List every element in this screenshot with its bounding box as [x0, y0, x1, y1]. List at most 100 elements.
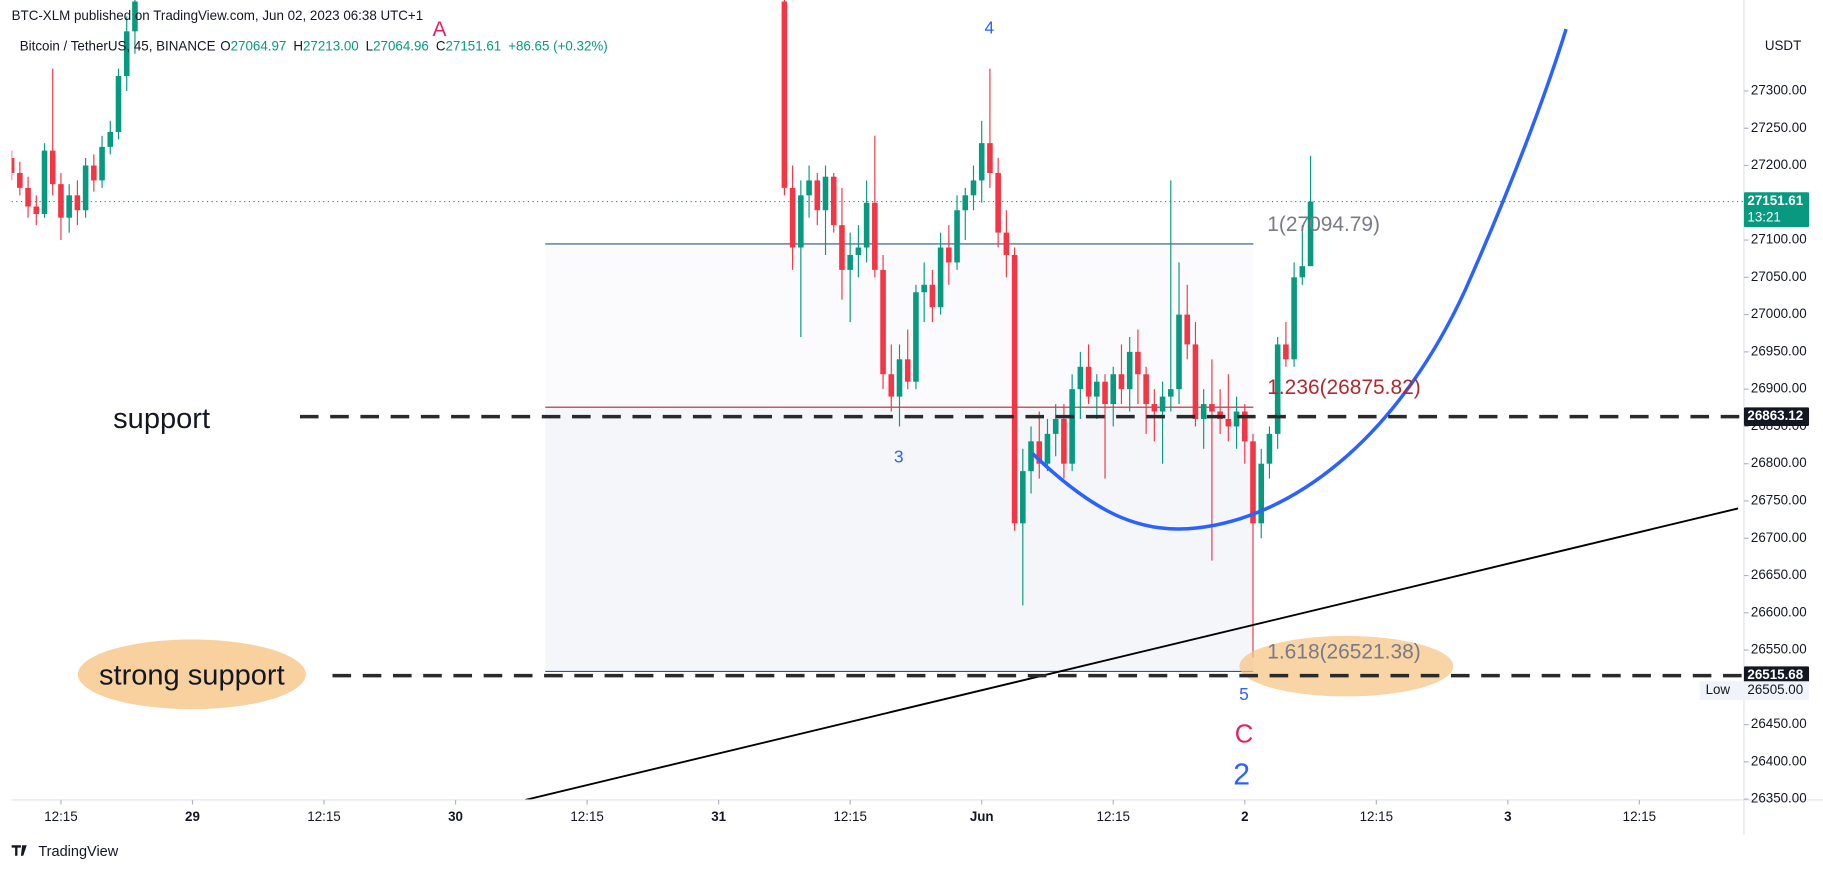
candle-body [1011, 254, 1018, 524]
x-tick-label: 12:15 [1097, 809, 1130, 824]
price-badge-label: 27151.61 [1747, 193, 1803, 208]
candle-body [1020, 471, 1026, 524]
candle-body [1135, 351, 1141, 375]
ohlc-value: 27213.00 [303, 38, 359, 53]
candle-body [1126, 351, 1133, 390]
candle-body [978, 143, 985, 181]
candle-body [896, 359, 903, 397]
candle-body [1110, 374, 1117, 405]
y-tick-label: 26900.00 [1751, 381, 1807, 396]
candle-body [822, 176, 829, 211]
price-badge-label: 26515.68 [1747, 667, 1803, 682]
ohlc-value: 27151.61 [445, 38, 501, 53]
logo [11, 845, 27, 856]
fib-label: 1(27094.79) [1267, 213, 1380, 236]
price-badge-label: 26863.12 [1747, 408, 1803, 423]
candle-body [789, 187, 796, 248]
candle-body [1241, 411, 1248, 442]
currency: USDT [1765, 38, 1801, 53]
x-tick-label: 12:15 [44, 809, 77, 824]
candle-body [49, 150, 56, 185]
candle-body [1200, 404, 1207, 419]
published-line: BTC-XLM published on TradingView.com, Ju… [12, 8, 424, 23]
highlight [77, 639, 306, 710]
support-label: strong support [99, 659, 285, 691]
candle-body [123, 31, 130, 77]
candle-body [995, 172, 1001, 233]
support-label: support [113, 403, 210, 435]
y-tick-label: 27250.00 [1751, 120, 1807, 135]
candle-body [66, 195, 72, 218]
highlight [1239, 635, 1454, 697]
candle-body [1061, 418, 1067, 464]
candle-body [107, 131, 114, 147]
y-tick-label: 26400.00 [1751, 753, 1807, 768]
x-tick-label: 12:15 [307, 809, 340, 824]
y-tick-label: 26450.00 [1751, 716, 1807, 731]
candle-body [1283, 344, 1289, 360]
fib-label: 1.618(26521.38) [1267, 640, 1420, 663]
countdown: 13:21 [1747, 209, 1780, 224]
candle-body [1102, 381, 1108, 405]
candle-body [25, 187, 31, 207]
candle-body [863, 202, 870, 248]
candle-body [115, 76, 122, 132]
symbol: Bitcoin / TetherUS, 45, BINANCE [20, 38, 216, 53]
candle-body [82, 165, 89, 211]
candle-body [1233, 411, 1240, 427]
y-tick-label: 27300.00 [1751, 82, 1807, 97]
candle-body [41, 150, 48, 214]
x-tick-label: 12:15 [1360, 809, 1393, 824]
y-tick-label: 27200.00 [1751, 157, 1807, 172]
candle-body [946, 247, 952, 263]
candle-body [880, 269, 886, 375]
y-tick-label: 26600.00 [1751, 604, 1807, 619]
candle-body [91, 165, 97, 181]
y-tick-label: 27000.00 [1751, 306, 1807, 321]
x-tick-label: 2 [1241, 809, 1248, 824]
candle-body [1307, 201, 1314, 267]
candle-body [1274, 344, 1281, 434]
candle-body [1003, 232, 1010, 255]
x-tick-label: 3 [1504, 809, 1511, 824]
candle-body [847, 254, 853, 270]
candle-body [1069, 389, 1075, 464]
ohlc-key: O [220, 38, 230, 53]
candle-body [1077, 366, 1084, 390]
candle-body [33, 206, 40, 214]
footer-brand: TradingView [38, 844, 118, 860]
wave-label: C [1235, 721, 1253, 749]
candle-body [99, 146, 105, 181]
candle-body [1044, 433, 1051, 464]
candle-body [798, 195, 804, 248]
candle-body [58, 184, 64, 218]
candle-body [17, 172, 23, 188]
low-badge-label: 26505.00 [1747, 682, 1803, 697]
y-tick-label: 26950.00 [1751, 343, 1807, 358]
candle-body [1291, 277, 1297, 360]
x-tick-label: 12:15 [833, 809, 866, 824]
candle-body [132, 1, 138, 32]
ohlc-key: H [293, 38, 303, 53]
x-tick-label: 12:15 [1623, 809, 1656, 824]
candle-body [904, 359, 911, 382]
candle-body [987, 143, 993, 173]
ohlc-key: L [366, 38, 373, 53]
y-tick-label: 26800.00 [1751, 455, 1807, 470]
y-tick-label: 26550.00 [1751, 642, 1807, 657]
candle-body [929, 284, 936, 308]
candle-body [1168, 389, 1174, 397]
candle-body [962, 195, 969, 211]
candle-body [1250, 441, 1256, 524]
candle-body [806, 180, 812, 196]
wave-label: 3 [894, 447, 904, 467]
candle-body [970, 180, 977, 196]
candle-body [814, 180, 821, 211]
candle-body [937, 247, 944, 308]
candle-body [1209, 404, 1215, 412]
trend-line [525, 507, 1739, 800]
x-tick-label: 30 [448, 809, 463, 824]
y-tick-label: 26350.00 [1751, 791, 1807, 806]
